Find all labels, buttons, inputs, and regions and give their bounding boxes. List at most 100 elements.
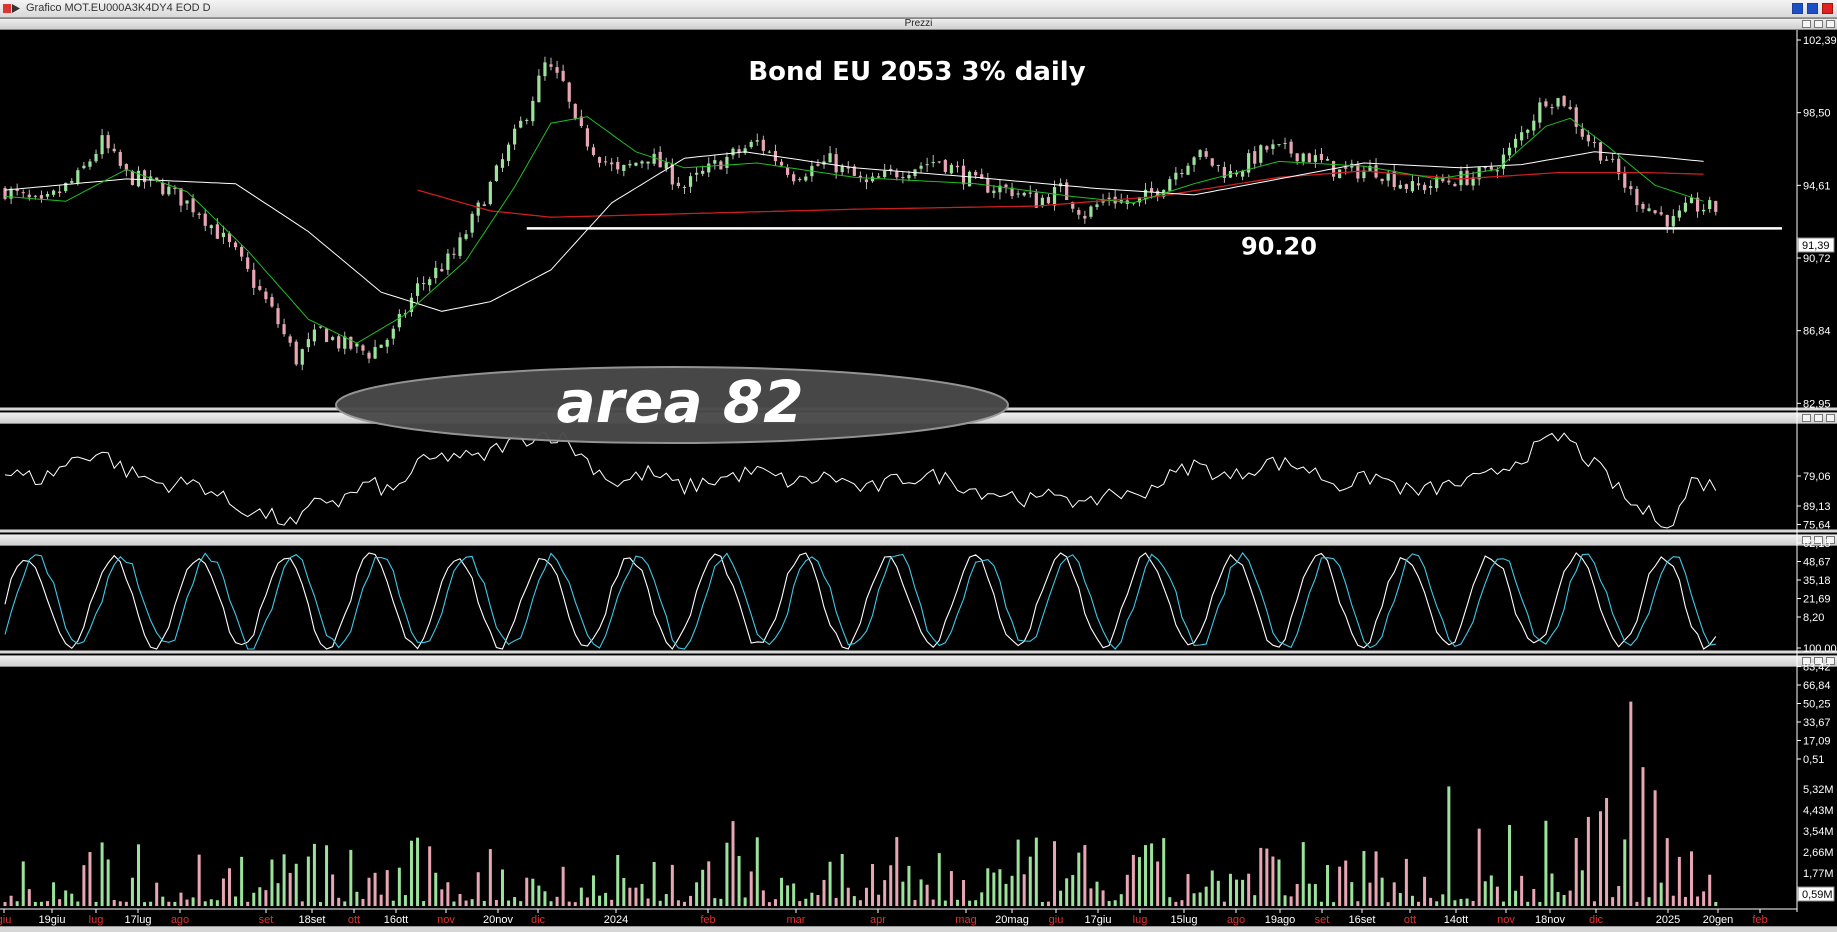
pane-close-button[interactable] — [1826, 20, 1835, 28]
stochastic-pane[interactable] — [4, 552, 1717, 650]
date-tick-label: 14ott — [1444, 914, 1468, 926]
volume-bar — [234, 896, 238, 906]
volume-bar — [1714, 901, 1718, 906]
candle-body — [470, 213, 474, 233]
volume-bar — [676, 900, 680, 906]
candle-body — [1574, 107, 1578, 127]
volume-bar — [610, 899, 614, 906]
date-tick-label: lug — [1133, 914, 1148, 926]
volume-bar — [39, 901, 43, 906]
candle-body — [1429, 185, 1433, 188]
pane-minimize-button[interactable] — [1802, 414, 1811, 422]
candle-body — [215, 224, 219, 239]
status-bar — [0, 926, 1837, 932]
candle-body — [682, 186, 687, 188]
pane-close-button[interactable] — [1826, 414, 1835, 422]
candle-body — [1586, 134, 1590, 142]
volume-pane[interactable] — [3, 701, 1718, 906]
candle-body — [1065, 182, 1069, 201]
volume-bar — [161, 896, 165, 906]
volume-bar — [440, 889, 444, 906]
candle-body — [3, 188, 7, 199]
pane-minimize-button[interactable] — [1802, 657, 1811, 665]
candle-body — [743, 148, 747, 154]
volume-bar — [1392, 882, 1396, 906]
volume-bar — [810, 892, 814, 906]
candle-body — [834, 154, 838, 173]
pane-maximize-button[interactable] — [1814, 20, 1823, 28]
candle-body — [555, 67, 559, 73]
candle-body — [312, 329, 317, 342]
volume-bar — [1586, 816, 1590, 906]
stochastic-axis-tick-label: 83,42 — [1803, 662, 1831, 674]
candle-body — [209, 225, 213, 229]
volume-bar — [385, 870, 389, 906]
volume-bar — [1259, 847, 1263, 906]
candle-body — [688, 176, 693, 187]
candle-body — [543, 62, 547, 77]
volume-bar — [1562, 894, 1566, 906]
candle-body — [792, 174, 796, 182]
candle-body — [974, 171, 978, 176]
candle-body — [513, 128, 517, 145]
volume-bar — [1495, 886, 1499, 906]
date-tick-label: dic — [531, 914, 546, 926]
maximize-button[interactable] — [1807, 3, 1818, 14]
candle-body — [391, 328, 395, 339]
candle-body — [767, 151, 772, 153]
oscillator-pane[interactable] — [4, 430, 1717, 529]
candle-body — [15, 188, 19, 191]
candle-body — [895, 171, 899, 178]
candle-body — [604, 161, 608, 163]
volume-bar — [1471, 900, 1475, 906]
candle-body — [1708, 200, 1712, 210]
volume-bar — [1423, 876, 1427, 906]
pane-close-button[interactable] — [1826, 657, 1835, 665]
stochastic-pane-header[interactable] — [0, 534, 1837, 546]
minimize-button[interactable] — [1792, 3, 1803, 14]
candle-body — [1598, 142, 1603, 161]
pane-close-button[interactable] — [1826, 536, 1835, 544]
candle-body — [464, 234, 468, 239]
candle-body — [1714, 200, 1718, 212]
candle-body — [1301, 153, 1305, 162]
volume-bar — [889, 865, 893, 906]
candle-body — [943, 159, 947, 173]
candle-body — [907, 175, 911, 179]
price-pane-header[interactable]: Prezzi — [0, 18, 1837, 30]
candle-body — [70, 181, 74, 183]
volume-pane-header[interactable] — [0, 655, 1837, 667]
pane-maximize-button[interactable] — [1814, 536, 1823, 544]
volume-bar — [1338, 866, 1342, 906]
volume-bar — [58, 899, 62, 906]
volume-bar — [792, 883, 796, 906]
volume-bar — [355, 891, 359, 906]
candle-body — [652, 153, 656, 164]
price-pane[interactable] — [3, 56, 1782, 371]
pane-minimize-button[interactable] — [1802, 536, 1811, 544]
volume-bar — [361, 898, 365, 906]
volume-bar — [1659, 882, 1663, 906]
date-tick-label: set — [259, 914, 274, 926]
pane-maximize-button[interactable] — [1814, 657, 1823, 665]
volume-bar — [1623, 839, 1627, 906]
pane-minimize-button[interactable] — [1802, 20, 1811, 28]
volume-bar — [1356, 901, 1360, 906]
close-button[interactable] — [1822, 3, 1833, 14]
volume-bar — [391, 900, 395, 906]
volume-bar — [652, 861, 656, 906]
pane-maximize-button[interactable] — [1814, 414, 1823, 422]
volume-bar — [634, 887, 638, 906]
volume-bar — [76, 901, 80, 906]
candle-body — [864, 179, 869, 183]
volume-bar — [804, 898, 808, 906]
volume-bar — [476, 872, 480, 906]
volume-bar — [197, 854, 201, 906]
volume-bar — [622, 877, 626, 906]
candle-body — [786, 167, 790, 175]
volume-bar — [45, 901, 49, 906]
candle-body — [804, 176, 808, 181]
candle-body — [828, 153, 832, 163]
candle-body — [379, 344, 383, 348]
